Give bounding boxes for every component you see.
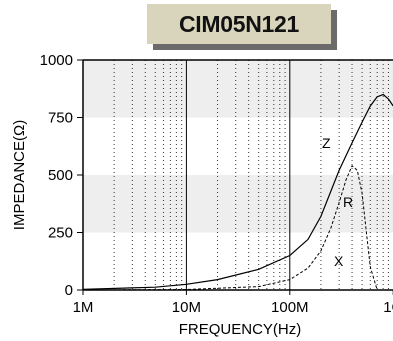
series-line-z <box>83 93 393 290</box>
y-tick-label: 1000 <box>40 52 73 69</box>
x-tick-label: 100M <box>271 299 309 316</box>
x-axis-title: FREQUENCY(Hz) <box>179 321 302 338</box>
y-tick-label: 0 <box>65 282 73 299</box>
x-tick-label: 10M <box>172 299 201 316</box>
grid-band-1 <box>83 175 393 233</box>
series-line-r <box>83 164 378 290</box>
y-tick-label: 750 <box>48 110 73 127</box>
curve-label-x: X <box>334 253 344 269</box>
x-tick-label: 1G <box>383 299 393 316</box>
grid-band-0 <box>83 60 393 118</box>
x-tick-label: 1M <box>73 299 94 316</box>
y-tick-label: 250 <box>48 225 73 242</box>
chart-title-badge: CIM05N121 <box>147 4 337 50</box>
y-tick-label: 500 <box>48 167 73 184</box>
curve-label-r: R <box>343 194 353 210</box>
chart-title: CIM05N121 <box>147 4 331 44</box>
curve-label-z: Z <box>322 135 331 151</box>
y-axis-title: IMPEDANCE(Ω) <box>11 120 28 230</box>
